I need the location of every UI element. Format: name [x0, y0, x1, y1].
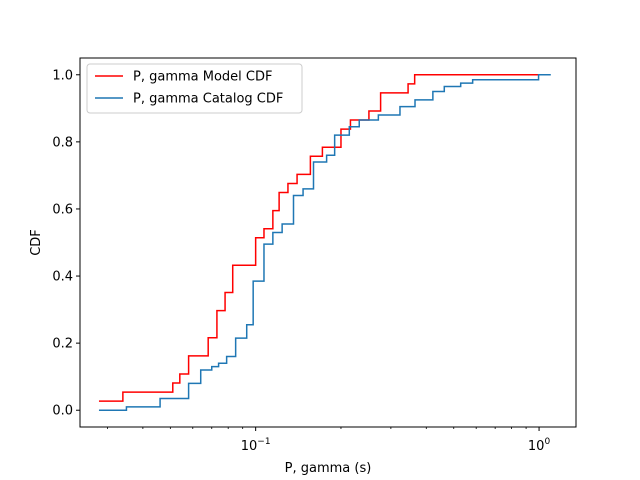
y-axis-label: CDF	[29, 229, 44, 256]
y-tick-label: 0.2	[52, 337, 73, 352]
series-layer	[98, 74, 551, 411]
legend-label: P, gamma Model CDF	[133, 70, 272, 85]
axes-frame	[79, 57, 577, 428]
y-tick-label: 0.8	[52, 135, 73, 150]
y-tick-label: 1.0	[52, 68, 73, 83]
x-tick-label: 100	[528, 437, 551, 454]
legend-label: P, gamma Catalog CDF	[133, 92, 283, 107]
ticks: 0.0 0.2 0.4 0.6 0.8 1.0 10−1 100	[52, 68, 550, 454]
x-tick-label: 10−1	[241, 437, 271, 454]
legend-box	[86, 63, 303, 114]
y-tick-label: 0.0	[52, 404, 73, 419]
y-tick-label: 0.4	[52, 270, 73, 285]
y-tick-label: 0.6	[52, 202, 73, 217]
legend: P, gamma Model CDF P, gamma Catalog CDF	[86, 63, 303, 114]
x-axis-label: P, gamma (s)	[285, 461, 372, 476]
series-line-model	[98, 74, 540, 402]
series-line-catalog	[98, 74, 551, 411]
